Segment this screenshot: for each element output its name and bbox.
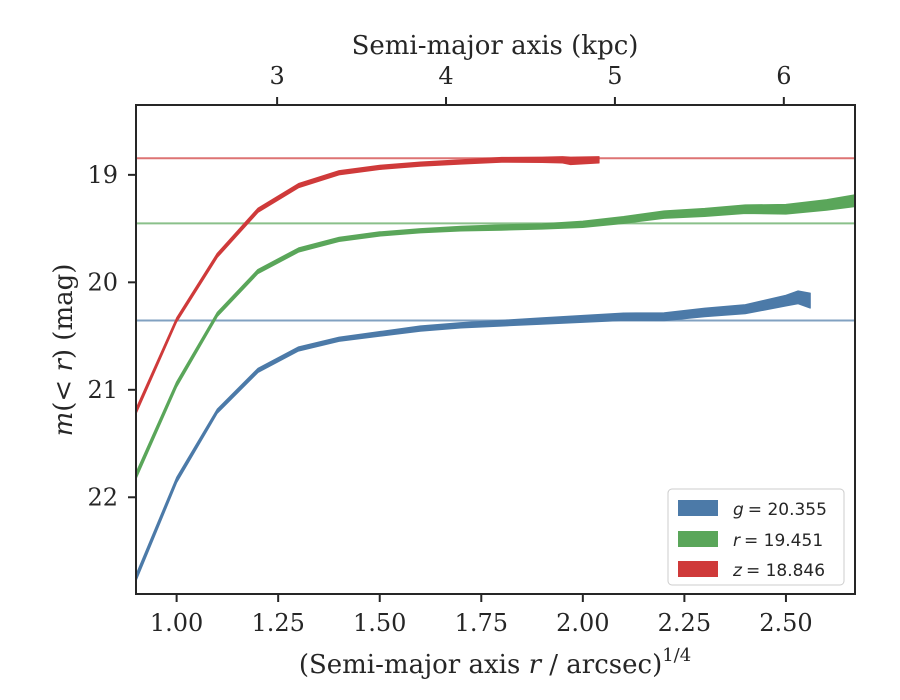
- legend-entry-g: g = 20.355: [733, 500, 827, 520]
- x-axis-title-superscript: 1/4: [662, 645, 691, 666]
- legend-var-z: z: [732, 561, 743, 581]
- tick-labels: 1.00 1.25 1.50 1.75 2.00 2.25 2.50 3 4 5 6 19 20 21 22: [87, 62, 812, 637]
- legend-swatch-g: [678, 500, 718, 516]
- x-axis-title-var: r: [529, 650, 543, 680]
- y-axis-title-close: ): [49, 349, 79, 359]
- legend-entry-z: z = 18.846: [732, 561, 825, 581]
- x-tick-label: 1.75: [455, 609, 508, 637]
- x-tick-label: 1.00: [150, 609, 203, 637]
- legend-entry-r: r = 19.451: [733, 531, 823, 551]
- axis-ticks: [128, 97, 787, 602]
- legend-var-g: g: [733, 500, 744, 520]
- x2-tick-label: 4: [438, 62, 453, 90]
- x-axis-title-prefix: (Semi-major axis: [299, 650, 529, 680]
- legend-swatch-r: [678, 531, 718, 547]
- legend-var-r: r: [733, 531, 741, 551]
- y-axis-title-paren: (<: [49, 372, 79, 412]
- x-tick-label: 2.50: [759, 609, 812, 637]
- y-axis-title-var2: r: [49, 358, 79, 372]
- y-tick-label: 19: [87, 161, 118, 189]
- y-tick-label: 22: [87, 483, 118, 511]
- legend-value-z: = 18.846: [746, 561, 825, 581]
- x2-tick-label: 6: [776, 62, 791, 90]
- x-tick-label: 1.25: [251, 609, 304, 637]
- x-axis-title-suffix: / arcsec): [541, 650, 662, 680]
- asymptote-lines: [136, 157, 855, 322]
- y-axis-title-unit: (mag): [49, 264, 79, 349]
- y-axis-title-var: m: [49, 412, 79, 437]
- series-band-z: [135, 156, 600, 415]
- x-axis-title: (Semi-major axis r / arcsec)1/4: [299, 645, 691, 680]
- legend: g = 20.355 r = 19.451 z = 18.846: [667, 488, 845, 586]
- plot-frame: [135, 104, 856, 595]
- legend-value-r: = 19.451: [744, 531, 823, 551]
- y-axis-title: m(< r) (mag): [49, 264, 79, 437]
- legend-value-g: = 20.355: [748, 500, 827, 520]
- series-band-r: [135, 194, 856, 480]
- x-tick-label: 2.00: [556, 609, 609, 637]
- x2-tick-label: 3: [269, 62, 284, 90]
- top-axis-title: Semi-major axis (kpc): [352, 31, 639, 61]
- x2-tick-label: 5: [607, 62, 622, 90]
- y-tick-label: 20: [87, 268, 118, 296]
- series-band-g: [135, 290, 811, 582]
- x-tick-label: 2.25: [658, 609, 711, 637]
- legend-swatch-z: [678, 561, 718, 577]
- x-tick-label: 1.50: [353, 609, 406, 637]
- y-tick-label: 21: [87, 376, 118, 404]
